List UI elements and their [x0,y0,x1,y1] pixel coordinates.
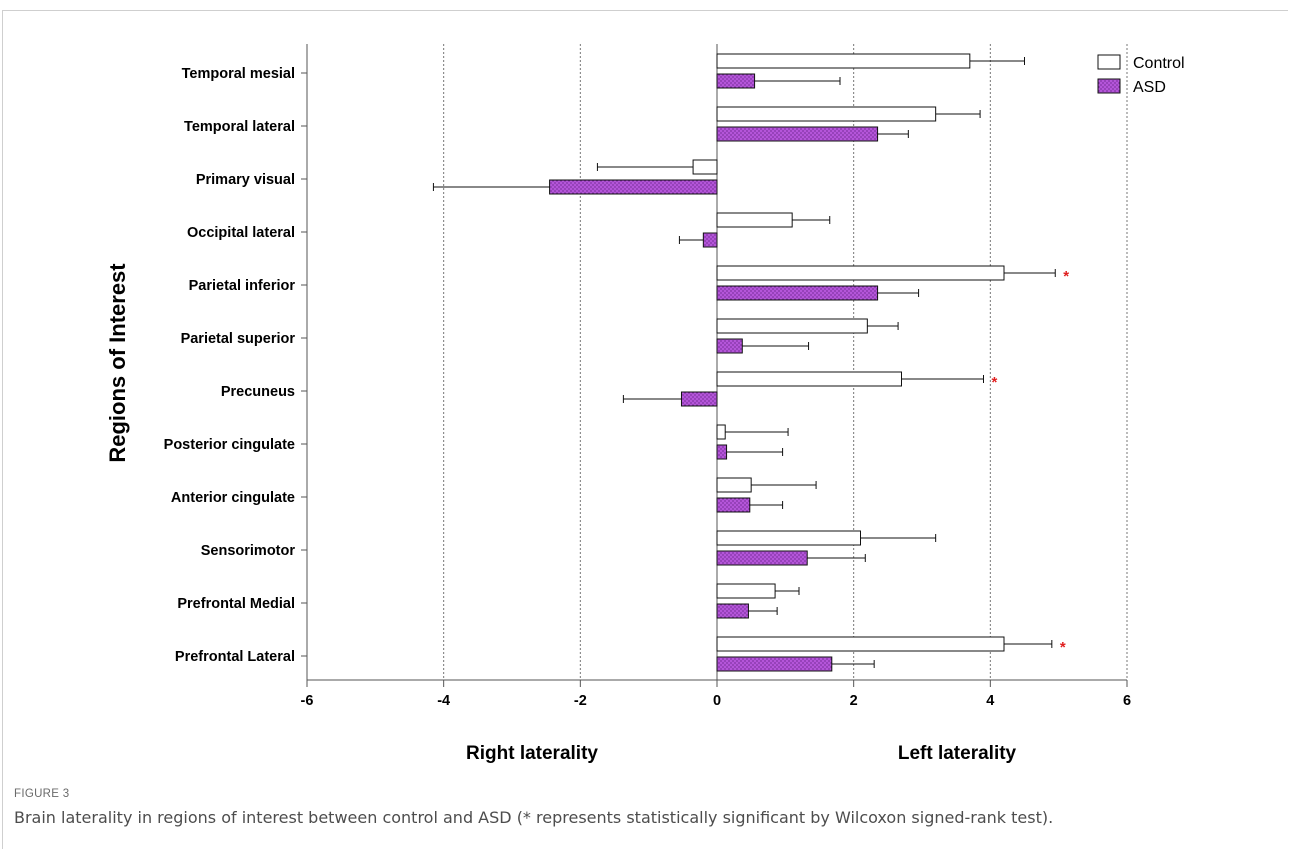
legend: Control ASD [1097,54,1185,96]
x-tick-label: 0 [713,693,721,709]
control-bar [692,159,718,175]
asd-bar [702,232,718,248]
control-bar [716,530,861,546]
category-label: Precuneus [221,384,295,400]
category-label: Occipital lateral [187,225,295,241]
category-label: Temporal mesial [182,66,295,82]
control-bar [716,583,776,599]
asd-bar [716,126,879,142]
control-bar [716,371,902,387]
asd-bar [716,603,749,619]
x-tick-label: 4 [986,693,994,709]
asd-bar [716,73,756,89]
asd-bar [549,179,718,195]
control-bar [716,318,868,334]
significance-marker: * [992,374,998,391]
category-label: Sensorimotor [201,543,296,559]
asd-bar [716,497,751,513]
figure-caption: Brain laterality in regions of interest … [14,808,1054,827]
significance-marker: * [1060,639,1066,656]
asd-bar [716,656,833,672]
bar-chart: -6 -4 -2 0 2 4 6 Temporal mesial Temporal later… [105,44,1185,764]
category-label: Temporal lateral [184,119,295,135]
legend-label-control: Control [1133,55,1185,72]
bars [432,53,1056,672]
control-bar [716,477,752,493]
left-laterality-label: Left laterality [898,743,1017,764]
figure-label: FIGURE 3 [14,788,70,800]
category-label: Anterior cingulate [171,490,295,506]
asd-bar [716,285,879,301]
control-bar [716,636,1005,652]
control-bar [716,424,726,440]
x-tick-label: -4 [437,693,450,709]
axes: -6 -4 -2 0 2 4 6 [301,44,1131,709]
x-tick-label: -6 [301,693,314,709]
x-tick-label: -2 [574,693,587,709]
category-label: Prefrontal Medial [177,596,295,612]
category-label: Posterior cingulate [164,437,295,453]
asd-bar [680,391,718,407]
control-bar [716,212,793,228]
control-bar [716,265,1005,281]
significance-marker: * [1063,268,1069,285]
x-tick-label: 2 [850,693,858,709]
grid-lines [443,44,1128,680]
asd-bar [716,550,808,566]
labels: Temporal mesial Temporal lateral Primary v… [164,66,1070,665]
control-bar [716,53,971,69]
category-label: Parietal superior [181,331,296,347]
category-label: Parietal inferior [189,278,296,294]
legend-label-asd: ASD [1133,79,1166,96]
legend-swatch-asd [1097,78,1121,94]
right-laterality-label: Right laterality [466,743,598,764]
asd-bar [716,444,728,460]
control-bar [716,106,937,122]
category-label: Primary visual [196,172,295,188]
figure-frame [2,10,1288,849]
category-label: Prefrontal Lateral [175,649,295,665]
y-axis-title: Regions of Interest [105,263,130,463]
legend-swatch-control [1097,54,1121,70]
asd-bar [716,338,743,354]
x-tick-label: 6 [1123,693,1131,709]
